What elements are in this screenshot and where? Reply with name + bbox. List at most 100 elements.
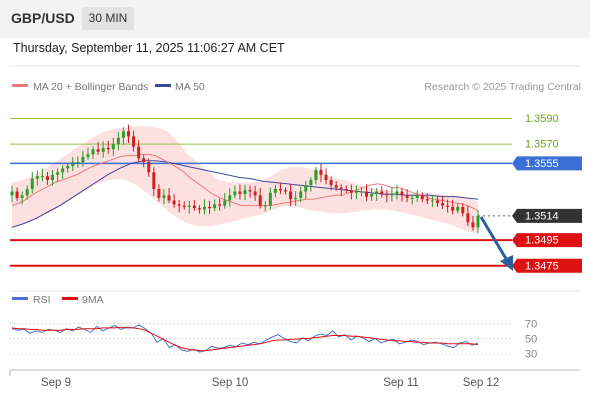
candle-body: [299, 191, 303, 198]
candle: [142, 154, 146, 168]
x-tick-label-3: Sep 12: [463, 377, 499, 389]
candle-body: [385, 194, 389, 196]
candle: [273, 184, 277, 198]
candle: [294, 191, 298, 207]
candle-body: [395, 191, 399, 195]
forecast-arrow-head: [500, 255, 513, 271]
candle-body: [339, 187, 343, 189]
candle: [243, 184, 247, 200]
candle: [375, 188, 379, 201]
legend-rsi: RSI: [33, 294, 51, 306]
candlesticks: [10, 124, 480, 233]
candle-body: [400, 191, 404, 196]
candle-body: [10, 191, 14, 196]
legend-swatch-9ma: [62, 297, 78, 300]
candle: [51, 170, 55, 186]
candle: [81, 150, 85, 167]
candle: [314, 167, 318, 185]
candle: [415, 190, 419, 202]
candle-body: [116, 137, 120, 145]
candle: [349, 184, 353, 200]
candle-body: [162, 195, 166, 198]
candle: [157, 184, 161, 202]
candle: [35, 170, 39, 186]
candle-body: [167, 195, 171, 201]
rsi-legend: RSI 9MA: [12, 294, 104, 306]
level-badge-pivot-2: [512, 156, 582, 171]
candle: [390, 187, 394, 202]
candle-body: [101, 147, 105, 152]
candle: [213, 199, 217, 212]
candle-body: [451, 206, 455, 211]
price-levels: [10, 117, 512, 267]
legend-ma20-bollinger: MA 20 + Bollinger Bands: [33, 81, 148, 93]
candle-body: [157, 188, 161, 198]
candle: [299, 186, 303, 203]
candle: [137, 140, 141, 163]
candle: [410, 194, 414, 205]
candle: [121, 127, 125, 145]
candle-body: [461, 206, 465, 214]
candle: [187, 200, 191, 214]
candle: [258, 188, 262, 209]
candle-body: [430, 200, 434, 202]
candle-body: [106, 147, 110, 150]
candle: [435, 195, 439, 207]
legend-9ma: 9MA: [82, 294, 104, 306]
candle: [182, 201, 186, 210]
legend-swatch-ma20: [12, 84, 28, 87]
candle-body: [471, 222, 475, 228]
candle: [248, 185, 252, 198]
candle-body: [273, 188, 277, 193]
candle: [101, 141, 105, 158]
candle: [268, 187, 272, 210]
candle-body: [354, 191, 358, 193]
candle-body: [456, 206, 460, 211]
candle: [25, 185, 29, 200]
candle: [71, 157, 75, 172]
candle: [456, 203, 460, 214]
candle-body: [223, 200, 227, 206]
level-label-resistance-1: 1.3570: [525, 139, 559, 151]
header-bar: GBP/USD 30 MIN: [0, 0, 590, 38]
candle: [167, 188, 171, 204]
candle: [430, 195, 434, 207]
candle-body: [51, 174, 55, 180]
candle-body: [405, 195, 409, 198]
x-tick-label-1: Sep 10: [212, 377, 248, 389]
candle: [309, 177, 313, 192]
candle: [66, 163, 70, 173]
level-label-resistance-0: 1.3590: [525, 113, 559, 125]
candle-body: [370, 194, 374, 197]
candle-body: [268, 192, 272, 206]
candle: [385, 189, 389, 203]
candle: [147, 158, 151, 177]
candle-body: [213, 204, 217, 209]
candle-body: [127, 131, 130, 137]
timeframe-button[interactable]: 30 MIN: [82, 7, 134, 30]
candle-body: [192, 205, 196, 209]
candle-body: [435, 200, 439, 204]
candle-body: [278, 188, 282, 191]
candle: [446, 199, 450, 213]
candle-body: [284, 190, 288, 192]
candle: [425, 193, 429, 205]
rsi-panel: 70 50 30: [10, 318, 537, 361]
candle-body: [208, 206, 212, 209]
candle: [30, 172, 34, 194]
level-badge-current-3: [512, 208, 582, 223]
candle: [172, 194, 176, 208]
candle-body: [172, 200, 176, 205]
candle: [344, 185, 348, 194]
candle-body: [142, 158, 146, 163]
candle-body: [248, 190, 252, 192]
candle: [86, 147, 90, 160]
x-tick-label-2: Sep 11: [383, 377, 419, 389]
rsi-tick-label-70: 70: [525, 318, 537, 330]
candle: [127, 124, 130, 144]
candle: [380, 186, 384, 198]
ma50-line: [11, 160, 479, 228]
x-axis-labels: Sep 9 Sep 10 Sep 11 Sep 12: [41, 377, 499, 389]
